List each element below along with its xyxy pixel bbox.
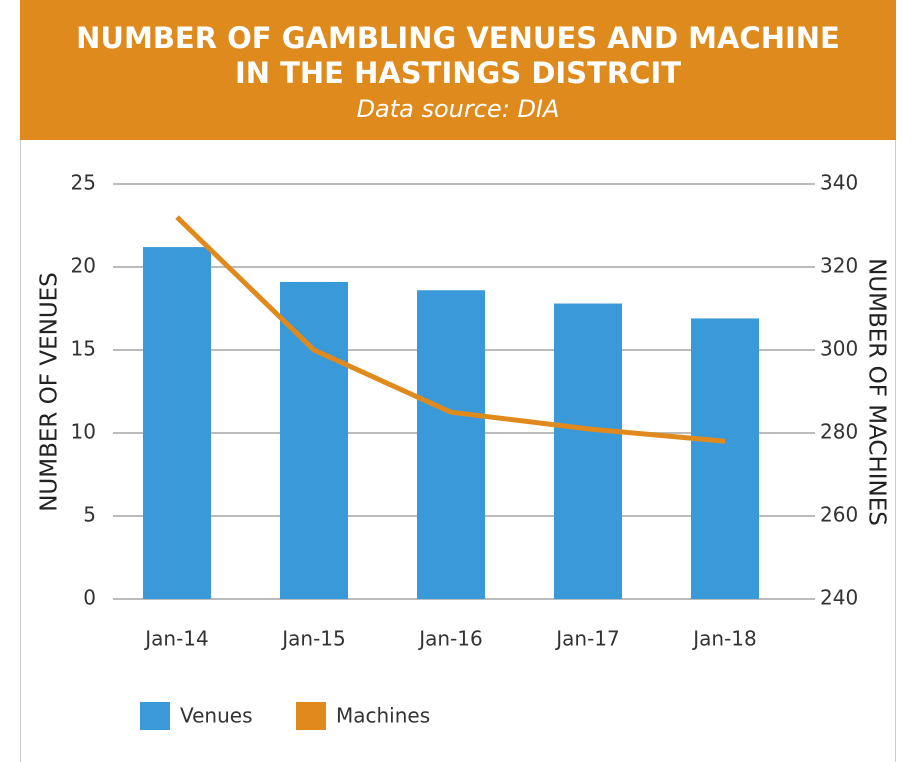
y-tick-label: 25 [71,171,96,195]
y-tick-label: 0 [83,586,96,610]
legend-swatch [296,702,326,730]
y-tick-label: 15 [71,337,96,361]
y2-tick-label: 240 [820,586,858,610]
line [175,215,726,444]
y2-tick-label: 300 [820,337,858,361]
x-tick-label: Jan-18 [691,627,757,651]
bar [417,290,485,599]
y-axis-label: NUMBER OF VENUES [37,272,63,512]
chart-title: NUMBER OF GAMBLING VENUES AND MACHINE [76,21,840,55]
x-tick-label: Jan-17 [554,627,620,651]
y-tick-label: 10 [71,420,96,444]
y2-tick-label: 340 [820,171,858,195]
bar [143,247,211,599]
bar [691,318,759,599]
x-tick-label: Jan-16 [417,627,483,651]
y2-tick-label: 280 [820,420,858,444]
legend-swatch [140,702,170,730]
legend-label: Machines [336,704,430,728]
x-tick-label: Jan-14 [143,627,209,651]
subtitle: Data source: DIA [357,95,560,123]
header [20,0,896,140]
y2-tick-label: 260 [820,503,858,527]
y2-axis-label: NUMBER OF MACHINES [864,258,890,526]
bar [554,303,622,599]
chart-title: IN THE HASTINGS DISTRCIT [235,56,681,90]
y-tick-label: 5 [83,503,96,527]
y-tick-label: 20 [71,254,96,278]
x-tick-label: Jan-15 [280,627,346,651]
legend-label: Venues [180,704,253,728]
y2-tick-label: 320 [820,254,858,278]
bar [280,281,348,599]
